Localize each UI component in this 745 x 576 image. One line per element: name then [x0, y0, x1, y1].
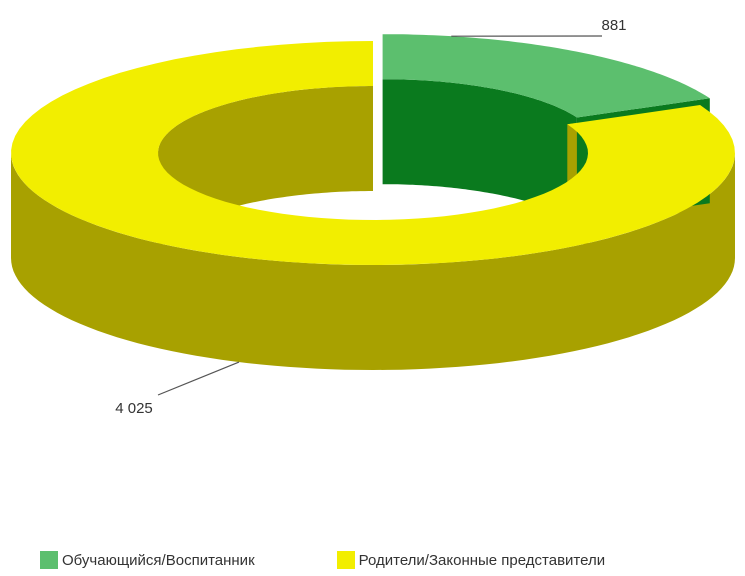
legend-swatch-parents: [336, 551, 355, 569]
slice-top-students: [382, 34, 710, 118]
data-label-students: 881: [601, 17, 626, 34]
inner-wall-students-0: [382, 79, 577, 223]
legend-item-parents[interactable]: Родители/Законные представители: [336, 551, 606, 569]
legend-label-parents: Родители/Законные представители: [358, 551, 606, 569]
data-label-parents: 4 025: [115, 400, 153, 417]
inner-wall-parents-1: [158, 86, 373, 258]
chart-legend: Обучающийся/Воспитанник Родители/Законны…: [40, 551, 605, 569]
slice-top-parents: [11, 41, 736, 265]
legend-label-students: Обучающийся/Воспитанник: [62, 551, 255, 569]
leader-line-parents: [157, 361, 240, 396]
legend-swatch-students: [40, 551, 58, 569]
outer-wall-parents-0: [11, 153, 735, 370]
legend-item-students[interactable]: Обучающийся/Воспитанник: [40, 551, 255, 569]
